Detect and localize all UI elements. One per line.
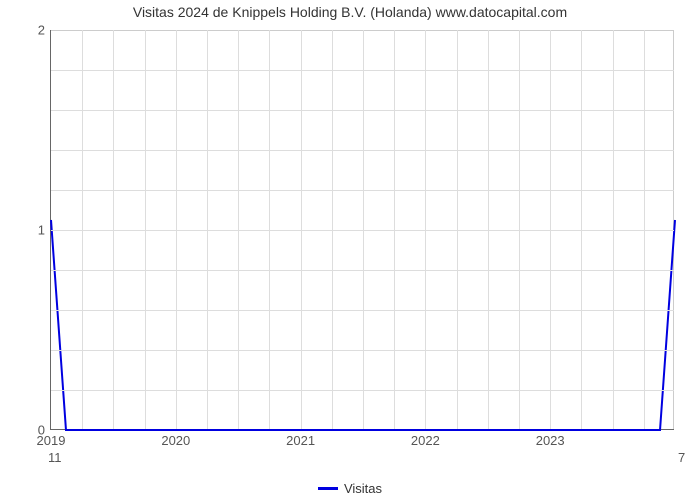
legend: Visitas [0, 478, 700, 496]
gridline-h [51, 350, 674, 351]
gridline-h [51, 270, 674, 271]
aux-label-left: 11 [48, 450, 62, 465]
gridline-h [51, 310, 674, 311]
y-tick-label: 2 [38, 23, 45, 38]
aux-label-right: 7 [678, 450, 685, 465]
x-tick-label: 2020 [161, 433, 190, 448]
gridline-h [51, 230, 674, 231]
legend-item-visitas: Visitas [318, 481, 382, 496]
x-tick-label: 2022 [411, 433, 440, 448]
gridline-h [51, 190, 674, 191]
x-tick-label: 2019 [37, 433, 66, 448]
x-tick-label: 2023 [536, 433, 565, 448]
plot-area: 01220192020202120222023 [50, 30, 674, 430]
chart-title: Visitas 2024 de Knippels Holding B.V. (H… [0, 4, 700, 20]
chart-container: Visitas 2024 de Knippels Holding B.V. (H… [0, 0, 700, 500]
legend-label: Visitas [344, 481, 382, 496]
y-tick-label: 1 [38, 223, 45, 238]
gridline-h [51, 390, 674, 391]
gridline-h [51, 110, 674, 111]
x-tick-label: 2021 [286, 433, 315, 448]
legend-swatch [318, 487, 338, 490]
gridline-h [51, 150, 674, 151]
gridline-h [51, 70, 674, 71]
